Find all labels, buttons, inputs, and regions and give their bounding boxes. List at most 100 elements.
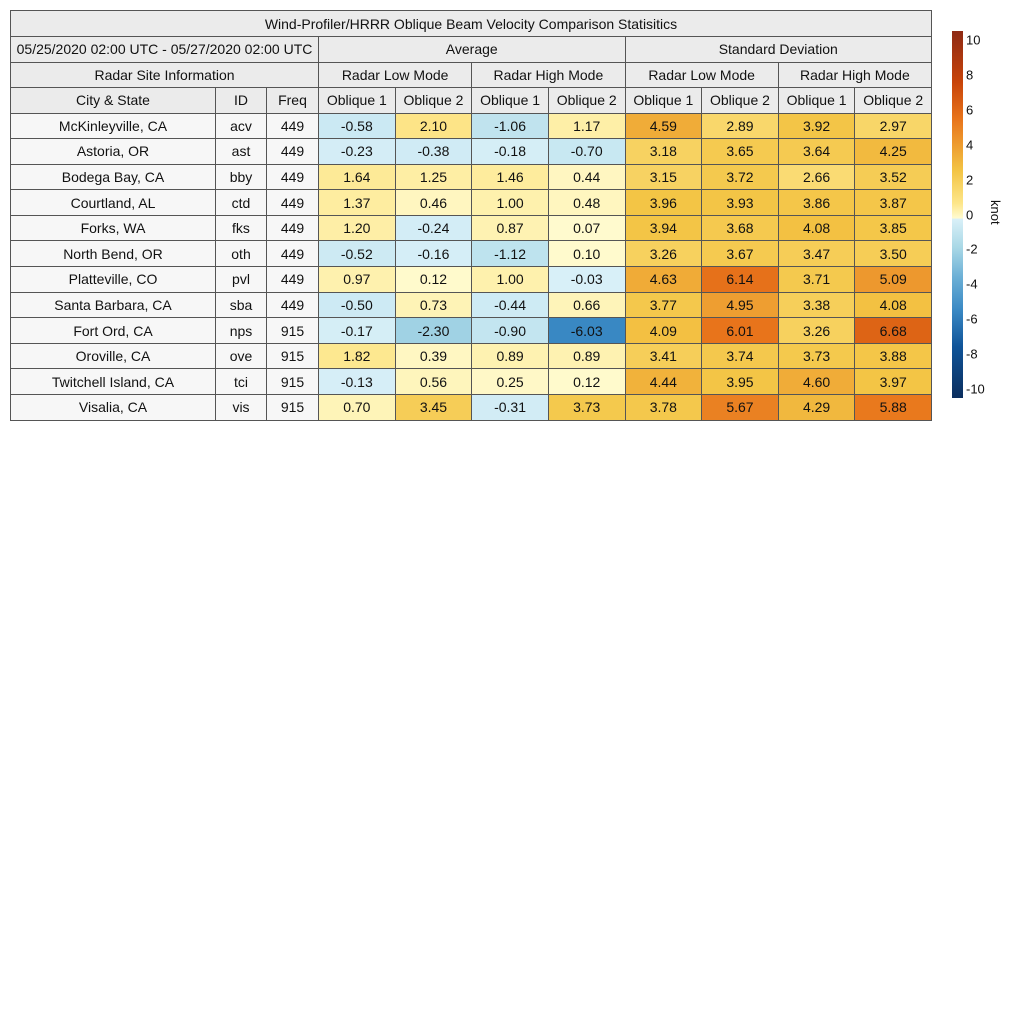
- mode-header: Radar Low Mode: [624, 61, 779, 88]
- value-cell: 3.97: [854, 368, 932, 396]
- site-city: Visalia, CA: [10, 394, 216, 421]
- value-cell: 3.85: [854, 214, 932, 242]
- value-cell: 2.89: [701, 112, 779, 140]
- value-cell: 6.14: [701, 266, 779, 293]
- site-id: oth: [215, 240, 267, 268]
- column-header: Oblique 1: [624, 87, 703, 114]
- value-cell: -2.30: [394, 317, 473, 344]
- value-cell: 0.89: [471, 342, 549, 370]
- value-cell: 3.93: [701, 189, 779, 216]
- site-freq: 449: [266, 214, 319, 242]
- value-cell: 4.08: [777, 214, 856, 242]
- group-site-info: Radar Site Information: [10, 61, 319, 88]
- site-id: fks: [215, 214, 267, 242]
- value-cell: 4.08: [854, 291, 932, 319]
- value-cell: -0.23: [318, 138, 396, 165]
- site-city: Bodega Bay, CA: [10, 163, 216, 191]
- value-cell: -0.16: [394, 240, 473, 268]
- colorbar-tick: 8: [966, 67, 974, 83]
- table-row: Santa Barbara, CA sba 449 -0.50 0.73 -0.44 0.6…: [10, 291, 932, 319]
- site-city: North Bend, OR: [10, 240, 216, 268]
- colorbar-tick: -6: [966, 311, 978, 327]
- value-cell: -6.03: [547, 317, 626, 344]
- colorbar-tick: -8: [966, 346, 978, 362]
- value-cell: 3.65: [701, 138, 779, 165]
- value-cell: 3.26: [624, 240, 703, 268]
- value-cell: 3.86: [777, 189, 856, 216]
- value-cell: 6.01: [701, 317, 779, 344]
- value-cell: 3.92: [777, 112, 856, 140]
- site-city: Santa Barbara, CA: [10, 291, 216, 319]
- value-cell: 4.44: [624, 368, 703, 396]
- value-cell: -0.03: [547, 266, 626, 293]
- value-cell: 3.95: [701, 368, 779, 396]
- value-cell: 3.64: [777, 138, 856, 165]
- site-freq: 449: [266, 138, 319, 165]
- site-freq: 449: [266, 240, 319, 268]
- value-cell: 3.96: [624, 189, 703, 216]
- colorbar-tick: -2: [966, 241, 978, 257]
- column-header: Oblique 2: [701, 87, 779, 114]
- site-freq: 449: [266, 112, 319, 140]
- value-cell: 3.78: [624, 394, 703, 421]
- value-cell: 1.00: [471, 266, 549, 293]
- value-cell: 0.12: [547, 368, 626, 396]
- value-cell: 1.20: [318, 214, 396, 242]
- value-cell: -1.06: [471, 112, 549, 140]
- table-row: Astoria, OR ast 449 -0.23 -0.38 -0.18 -0.70 3.1…: [10, 138, 932, 165]
- column-header: Oblique 1: [471, 87, 549, 114]
- column-header: ID: [215, 87, 267, 114]
- table-row: McKinleyville, CA acv 449 -0.58 2.10 -1.06 1.1…: [10, 112, 932, 140]
- column-header: Oblique 2: [547, 87, 626, 114]
- colorbar-tick: -4: [966, 276, 978, 292]
- value-cell: 3.87: [854, 189, 932, 216]
- site-id: pvl: [215, 266, 267, 293]
- value-cell: 1.00: [471, 189, 549, 216]
- site-freq: 449: [266, 189, 319, 216]
- value-cell: 4.59: [624, 112, 703, 140]
- site-freq: 915: [266, 394, 319, 421]
- value-cell: 4.25: [854, 138, 932, 165]
- site-city: Forks, WA: [10, 214, 216, 242]
- value-cell: 1.46: [471, 163, 549, 191]
- value-cell: -0.58: [318, 112, 396, 140]
- value-cell: 0.70: [318, 394, 396, 421]
- value-cell: -0.13: [318, 368, 396, 396]
- site-freq: 915: [266, 317, 319, 344]
- site-id: sba: [215, 291, 267, 319]
- value-cell: 5.09: [854, 266, 932, 293]
- table-row: Platteville, CO pvl 449 0.97 0.12 1.00 -0.03 4.…: [10, 266, 932, 293]
- value-cell: -0.44: [471, 291, 549, 319]
- site-id: nps: [215, 317, 267, 344]
- colorbar-label: knot: [988, 200, 1003, 225]
- value-cell: 4.95: [701, 291, 779, 319]
- value-cell: 0.25: [471, 368, 549, 396]
- site-city: Platteville, CO: [10, 266, 216, 293]
- value-cell: 3.72: [701, 163, 779, 191]
- value-cell: 3.94: [624, 214, 703, 242]
- value-cell: -0.38: [394, 138, 473, 165]
- value-cell: 5.67: [701, 394, 779, 421]
- table-row: Visalia, CA vis 915 0.70 3.45 -0.31 3.73 3.78 5.…: [10, 394, 932, 421]
- value-cell: 3.15: [624, 163, 703, 191]
- site-freq: 449: [266, 266, 319, 293]
- value-cell: -1.12: [471, 240, 549, 268]
- value-cell: -0.18: [471, 138, 549, 165]
- site-city: Oroville, CA: [10, 342, 216, 370]
- value-cell: 4.63: [624, 266, 703, 293]
- value-cell: 0.44: [547, 163, 626, 191]
- value-cell: 3.18: [624, 138, 703, 165]
- table-title: Wind-Profiler/HRRR Oblique Beam Velocity…: [10, 10, 932, 37]
- column-header: Oblique 2: [854, 87, 932, 114]
- site-freq: 449: [266, 291, 319, 319]
- value-cell: 3.73: [547, 394, 626, 421]
- column-header: Oblique 1: [777, 87, 856, 114]
- site-freq: 915: [266, 368, 319, 396]
- value-cell: 3.41: [624, 342, 703, 370]
- column-header: Oblique 2: [394, 87, 473, 114]
- table-row: Courtland, AL ctd 449 1.37 0.46 1.00 0.48 3.96 3…: [10, 189, 932, 216]
- value-cell: 3.45: [394, 394, 473, 421]
- value-cell: 4.60: [777, 368, 856, 396]
- colorbar-tick: 4: [966, 137, 974, 153]
- value-cell: 0.73: [394, 291, 473, 319]
